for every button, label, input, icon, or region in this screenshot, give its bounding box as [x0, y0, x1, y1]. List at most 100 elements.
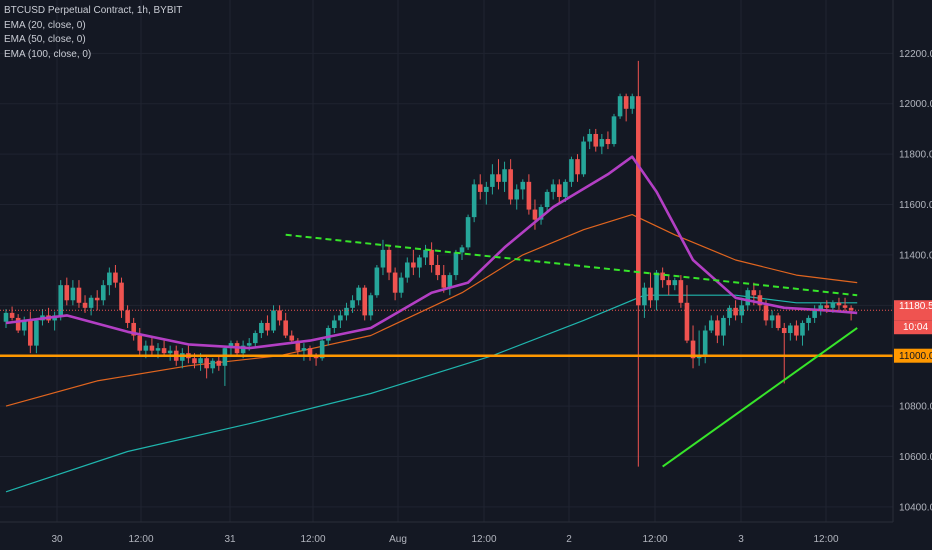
candle-body: [240, 345, 246, 354]
candle-body: [763, 305, 769, 321]
price-tick-label: 10600.0: [899, 452, 932, 463]
candle-body: [143, 345, 149, 351]
candle-body: [386, 249, 392, 273]
candle-body: [769, 315, 775, 321]
candle-body: [611, 116, 617, 145]
candles: [3, 60, 854, 467]
candle-body: [411, 262, 416, 268]
candle-body: [180, 353, 185, 361]
candle-body: [520, 181, 526, 190]
candle-body: [3, 312, 9, 322]
time-tick-label: Aug: [389, 534, 407, 545]
candle-body: [28, 320, 33, 346]
support-price-tag: [894, 348, 932, 363]
candle-body: [484, 186, 489, 192]
candle-body: [629, 96, 635, 109]
candle-body: [88, 297, 94, 308]
candle-body: [192, 358, 197, 364]
candle-body: [514, 189, 520, 200]
indicator-ema-50[interactable]: EMA (50, close, 0): [4, 34, 86, 45]
candle-body: [490, 174, 495, 187]
candle-body: [751, 290, 757, 296]
candle-body: [131, 322, 136, 336]
candle-body: [216, 360, 222, 366]
candle-body: [496, 174, 501, 182]
candle-body: [824, 305, 830, 308]
time-tick-label: 12:00: [471, 534, 496, 545]
drawings: [0, 233, 893, 468]
candle-body: [459, 247, 465, 253]
candle-body: [319, 340, 325, 359]
candle-body: [94, 297, 100, 301]
candle-body: [9, 312, 15, 318]
candle-body: [374, 267, 380, 296]
candle-body: [113, 272, 118, 283]
time-tick-label: 31: [224, 534, 236, 545]
time-axis[interactable]: 30 12:00 31 12:00 Aug 12:00 2 12:00 3 12:00: [0, 521, 932, 550]
time-tick-label: 12:00: [813, 534, 838, 545]
candle-body: [283, 320, 288, 336]
candle-body: [757, 295, 763, 306]
price-tick-label: 11400.0: [899, 250, 932, 261]
candle-body: [332, 320, 337, 328]
candle-body: [100, 285, 106, 301]
candle-body: [246, 343, 252, 346]
candle-body: [745, 290, 751, 306]
indicator-ema-100[interactable]: EMA (100, close, 0): [4, 48, 92, 60]
candle-body: [344, 307, 349, 316]
candle-body: [623, 96, 629, 109]
candle-body: [781, 327, 787, 334]
candle-body: [788, 325, 793, 334]
candle-body: [58, 285, 64, 316]
candle-body: [271, 310, 276, 331]
candle-body: [690, 340, 696, 359]
candle-body: [429, 249, 434, 265]
last-price-tag: [894, 300, 932, 321]
candle-body: [569, 159, 574, 182]
price-tick-label: 12000.0: [899, 99, 932, 110]
candle-body: [76, 287, 82, 303]
candle-body: [806, 317, 811, 323]
symbol-title: BTCUSD Perpetual Contract, 1h, BYBIT: [4, 5, 183, 16]
candle-body: [277, 310, 282, 321]
candle-body: [794, 325, 799, 336]
candle-body: [678, 280, 684, 303]
candle-body: [508, 169, 513, 200]
candle-body: [289, 335, 295, 341]
support-price-label: 11000.0: [899, 351, 932, 362]
candle-body: [82, 302, 88, 308]
candle-body: [70, 287, 76, 301]
candle-body: [404, 262, 410, 278]
candle-body: [64, 285, 70, 301]
ema-100-line: [5, 294, 858, 493]
candle-body: [161, 348, 167, 354]
candle-body: [398, 277, 404, 293]
candle-body: [684, 302, 690, 341]
candle-body: [307, 348, 313, 356]
candle-body: [672, 280, 678, 286]
time-tick-label: 2: [566, 534, 572, 545]
candle-body: [800, 322, 805, 336]
candle-body: [423, 249, 428, 258]
candle-body: [721, 317, 726, 336]
price-tick-label: 12200.0: [899, 49, 932, 60]
candle-body: [435, 265, 440, 276]
candle-body: [617, 96, 623, 117]
candle-body: [295, 340, 301, 351]
candle-body: [599, 139, 605, 147]
candle-body: [338, 315, 343, 321]
candle-body: [222, 348, 228, 366]
time-tick-label: 12:00: [128, 534, 153, 545]
candle-body: [836, 302, 842, 306]
price-tick-label: 11600.0: [899, 200, 932, 211]
price-tick-label: 11800.0: [899, 150, 932, 161]
price-axis[interactable]: 10400.010600.010800.011000.011200.011400…: [892, 0, 932, 550]
candle-body: [350, 300, 355, 308]
indicator-ema-20[interactable]: EMA (20, close, 0): [4, 19, 86, 31]
candle-body: [526, 181, 532, 210]
price-axis-bg: [893, 0, 932, 550]
candle-body: [198, 358, 203, 364]
candle-body: [265, 322, 270, 331]
candle-body: [727, 307, 732, 318]
